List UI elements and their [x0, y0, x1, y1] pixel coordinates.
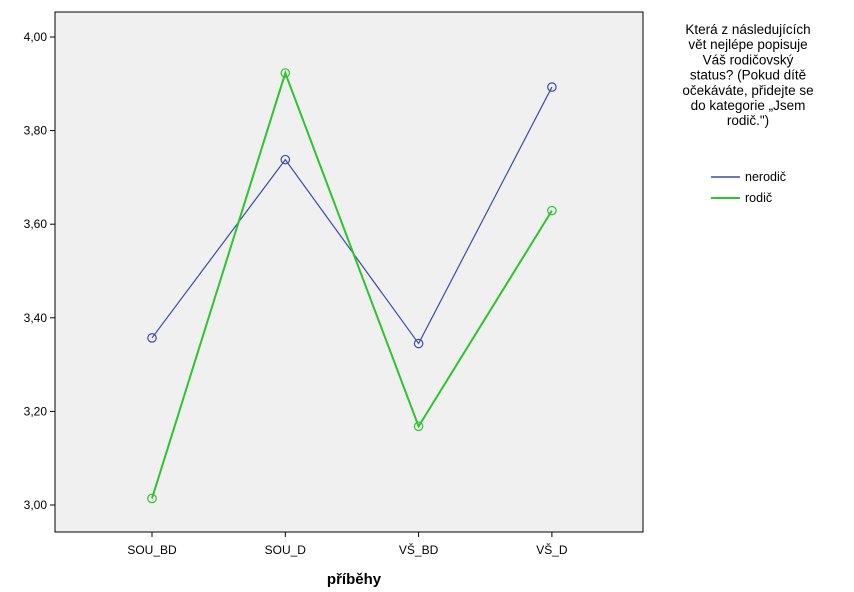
data-point: [413, 421, 424, 432]
y-tick-label: 3,60: [24, 217, 48, 231]
data-point: [547, 205, 557, 216]
data-point: [547, 82, 557, 92]
x-tick-label: SOU_BD: [127, 543, 177, 557]
data-point: [413, 338, 424, 349]
legend-title-line: vět nejlépe popisuje: [688, 37, 807, 52]
plot-area: [54, 11, 644, 533]
legend-title-line: očekáváte, přidejte se: [682, 83, 813, 98]
y-tick-label: 3,00: [24, 498, 48, 512]
x-axis: SOU_BD SOU_D VŠ_BD VŠ_D: [127, 532, 568, 557]
x-tick-label: VŠ_D: [536, 542, 568, 557]
legend-title-line: Váš rodičovský: [703, 52, 794, 67]
y-tick-label: 4,00: [24, 30, 48, 44]
y-tick-label: 3,40: [24, 311, 48, 325]
series-line: [151, 69, 553, 499]
series-2: [147, 68, 557, 504]
legend-title-line: do kategorie „Jsem: [691, 98, 806, 113]
legend-entry-label: nerodič: [745, 170, 786, 184]
y-tick-label: 3,80: [24, 124, 48, 138]
x-tick-label: SOU_D: [265, 543, 307, 557]
data-point: [280, 154, 291, 165]
legend-title-line: status? (Pokud dítě: [690, 68, 806, 83]
legend-entry-label: rodič: [745, 191, 772, 205]
x-axis-title: příběhy: [327, 571, 382, 588]
data-point: [147, 333, 157, 343]
series-layer: [147, 68, 557, 504]
legend-title-line: Která z následujících: [685, 22, 810, 37]
legend-title-line: rodič."): [727, 113, 769, 128]
data-point: [280, 68, 291, 78]
data-point: [147, 493, 157, 504]
y-axis: 3,00 3,20 3,40 3,60 3,80 4,00: [24, 30, 55, 512]
x-tick-label: VŠ_BD: [399, 542, 439, 557]
y-tick-label: 3,20: [24, 404, 48, 418]
